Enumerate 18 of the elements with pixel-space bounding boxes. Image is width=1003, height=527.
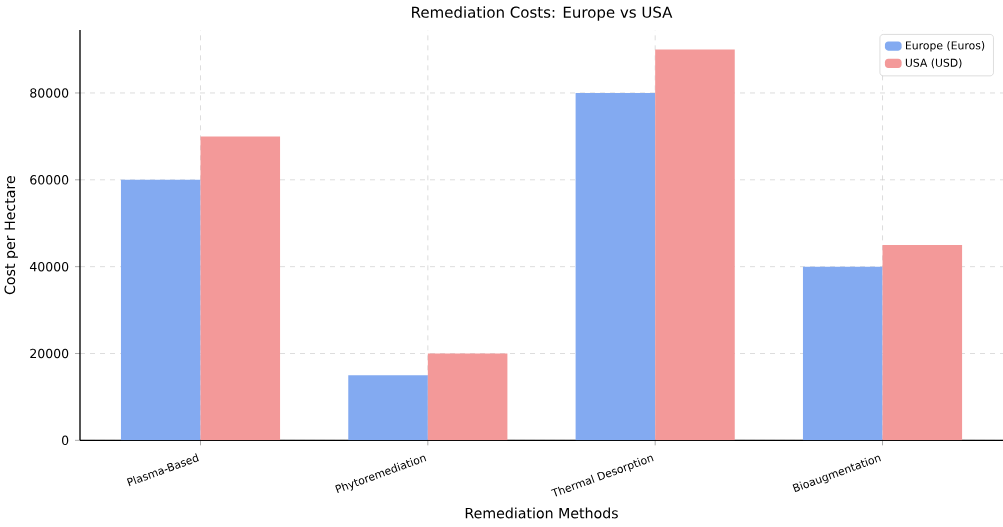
legend-label: USA (USD) <box>905 58 962 69</box>
bar <box>348 375 428 441</box>
bar <box>802 266 883 441</box>
bar <box>655 49 735 441</box>
y-tick-label: 60000 <box>30 175 69 185</box>
bar <box>120 179 201 441</box>
y-tick-label: 20000 <box>30 348 69 359</box>
x-axis-title: Remediation Methods <box>465 507 618 519</box>
legend-label: Europe (Euros) <box>906 41 985 52</box>
bar <box>427 353 508 441</box>
chart-title: Remediation Costs: Europe vs USA <box>412 6 673 21</box>
bar <box>200 136 281 441</box>
y-tick-label: 80000 <box>30 88 69 98</box>
bar <box>575 92 656 441</box>
y-tick-label: 40000 <box>29 261 69 272</box>
bar <box>882 244 963 441</box>
y-axis-title: Cost per Hectare <box>4 176 18 295</box>
y-tick-label: 0 <box>62 435 69 446</box>
